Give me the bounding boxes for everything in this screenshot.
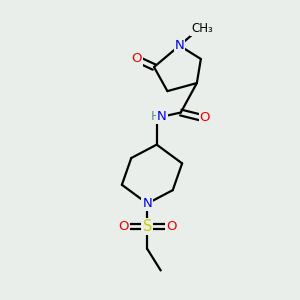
- Text: O: O: [131, 52, 142, 65]
- Text: N: N: [142, 197, 152, 210]
- Text: O: O: [166, 220, 177, 233]
- Text: S: S: [142, 219, 152, 234]
- Text: O: O: [200, 111, 210, 124]
- Text: CH₃: CH₃: [191, 22, 213, 35]
- Text: N: N: [175, 39, 184, 52]
- Text: N: N: [157, 110, 167, 123]
- Text: H: H: [151, 110, 160, 123]
- Text: O: O: [118, 220, 128, 233]
